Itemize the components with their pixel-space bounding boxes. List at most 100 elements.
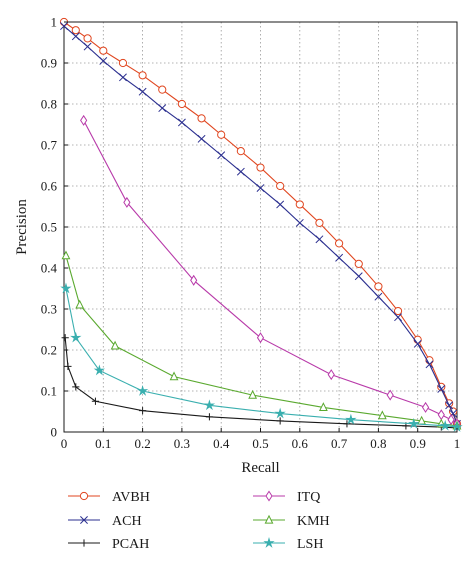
legend-item-avbh: AVBH bbox=[68, 490, 150, 505]
data-point-lsh bbox=[345, 413, 357, 425]
legend-marker bbox=[263, 537, 275, 548]
data-point-avbh bbox=[315, 218, 324, 227]
data-point-avbh bbox=[197, 114, 206, 123]
data-point-lsh bbox=[70, 331, 82, 343]
data-point-pcah bbox=[64, 362, 72, 370]
y-tick-label: 0.2 bbox=[41, 343, 57, 358]
data-point-pcah bbox=[205, 413, 214, 421]
data-point-itq bbox=[123, 196, 131, 208]
data-point-ach bbox=[445, 401, 454, 410]
y-tick-label: 0 bbox=[51, 425, 58, 440]
data-point-itq bbox=[327, 369, 335, 381]
data-point-lsh bbox=[60, 282, 72, 294]
data-point-ach bbox=[197, 134, 206, 143]
x-tick-label: 0 bbox=[61, 436, 68, 451]
data-point-ach bbox=[354, 272, 363, 281]
data-point-ach bbox=[437, 384, 446, 393]
data-point-ach bbox=[335, 253, 344, 262]
data-point-itq bbox=[80, 114, 88, 126]
data-point-pcah bbox=[61, 334, 69, 342]
data-point-pcah bbox=[72, 383, 80, 391]
series-ach bbox=[60, 22, 461, 428]
data-point-lsh bbox=[93, 364, 106, 376]
data-point-pcah bbox=[276, 417, 284, 425]
data-point-ach bbox=[374, 292, 383, 301]
y-tick-label: 0.5 bbox=[41, 220, 57, 235]
y-tick-labels: 0 0.1 0.2 0.3 0.4 0.5 0.6 0.7 0.8 0.9 1 bbox=[41, 15, 68, 440]
data-point-avbh bbox=[256, 163, 265, 172]
data-point-ach bbox=[425, 360, 434, 369]
series-lsh bbox=[60, 282, 463, 432]
data-point-avbh bbox=[99, 46, 108, 55]
legend-item-kmh: KMH bbox=[253, 514, 330, 529]
data-point-avbh bbox=[118, 58, 128, 68]
legend-marker bbox=[79, 491, 89, 501]
series-line-itq bbox=[83, 120, 458, 425]
data-point-ach bbox=[394, 313, 403, 322]
x-tick-label: 0.1 bbox=[95, 436, 111, 451]
y-tick-label: 0.9 bbox=[41, 56, 57, 71]
series-itq bbox=[80, 114, 461, 430]
data-point-itq bbox=[256, 332, 265, 344]
data-point-avbh bbox=[177, 99, 186, 109]
data-point-avbh bbox=[374, 282, 383, 291]
legend: AVBH ACH PCAH ITQ KMH LSH bbox=[68, 490, 330, 552]
data-point-kmh bbox=[248, 389, 258, 399]
legend-label: PCAH bbox=[112, 537, 149, 552]
data-point-kmh bbox=[75, 299, 85, 309]
data-point-kmh bbox=[169, 371, 179, 381]
data-point-ach bbox=[276, 200, 285, 209]
legend-label: AVBH bbox=[112, 490, 150, 505]
data-point-avbh bbox=[236, 147, 245, 156]
legend-item-itq: ITQ bbox=[253, 490, 320, 505]
x-tick-labels: 0 0.1 0.2 0.3 0.4 0.5 0.6 0.7 0.8 0.9 1 bbox=[61, 428, 460, 451]
x-tick-label: 0.5 bbox=[252, 436, 268, 451]
series-kmh bbox=[61, 250, 462, 430]
x-tick-label: 0.9 bbox=[410, 436, 426, 451]
data-point-lsh bbox=[136, 385, 149, 396]
data-point-kmh bbox=[110, 340, 120, 350]
x-tick-label: 0.8 bbox=[370, 436, 386, 451]
legend-label: KMH bbox=[297, 514, 330, 529]
legend-item-pcah: PCAH bbox=[68, 537, 149, 552]
data-point-avbh bbox=[295, 200, 304, 209]
y-tick-label: 1 bbox=[51, 15, 58, 30]
y-axis-label: Precision bbox=[14, 199, 30, 255]
series-line-pcah bbox=[64, 337, 458, 429]
data-point-ach bbox=[158, 104, 167, 113]
data-point-itq bbox=[421, 401, 430, 413]
x-tick-label: 0.6 bbox=[292, 436, 309, 451]
data-point-pcah bbox=[91, 397, 100, 405]
legend-marker bbox=[80, 539, 88, 547]
x-tick-label: 0.3 bbox=[174, 436, 190, 451]
data-point-pcah bbox=[343, 420, 351, 428]
data-point-ach bbox=[256, 184, 265, 193]
legend-marker bbox=[264, 514, 274, 524]
data-point-itq bbox=[437, 409, 445, 421]
legend-item-ach: ACH bbox=[68, 514, 142, 529]
data-point-ach bbox=[118, 73, 127, 82]
data-point-avbh bbox=[138, 71, 147, 80]
data-point-ach bbox=[138, 87, 147, 96]
legend-item-lsh: LSH bbox=[253, 537, 323, 552]
series-line-lsh bbox=[65, 288, 458, 428]
data-point-avbh bbox=[276, 181, 285, 191]
data-point-avbh bbox=[335, 239, 344, 248]
legend-marker bbox=[80, 516, 88, 524]
data-point-ach bbox=[413, 339, 422, 348]
data-point-itq bbox=[386, 389, 394, 401]
x-tick-label: 0.2 bbox=[134, 436, 150, 451]
data-point-ach bbox=[217, 151, 226, 160]
data-point-kmh bbox=[377, 410, 387, 420]
data-point-lsh bbox=[274, 407, 286, 419]
data-point-ach bbox=[236, 167, 245, 176]
data-point-pcah bbox=[139, 407, 147, 415]
data-point-kmh bbox=[61, 250, 71, 260]
x-axis-label: Recall bbox=[241, 460, 279, 476]
legend-marker bbox=[265, 490, 273, 502]
y-tick-label: 0.4 bbox=[41, 261, 58, 276]
series-line-kmh bbox=[65, 255, 458, 427]
data-point-lsh bbox=[439, 419, 451, 431]
data-point-lsh bbox=[203, 399, 216, 411]
y-tick-label: 0.3 bbox=[41, 302, 57, 317]
